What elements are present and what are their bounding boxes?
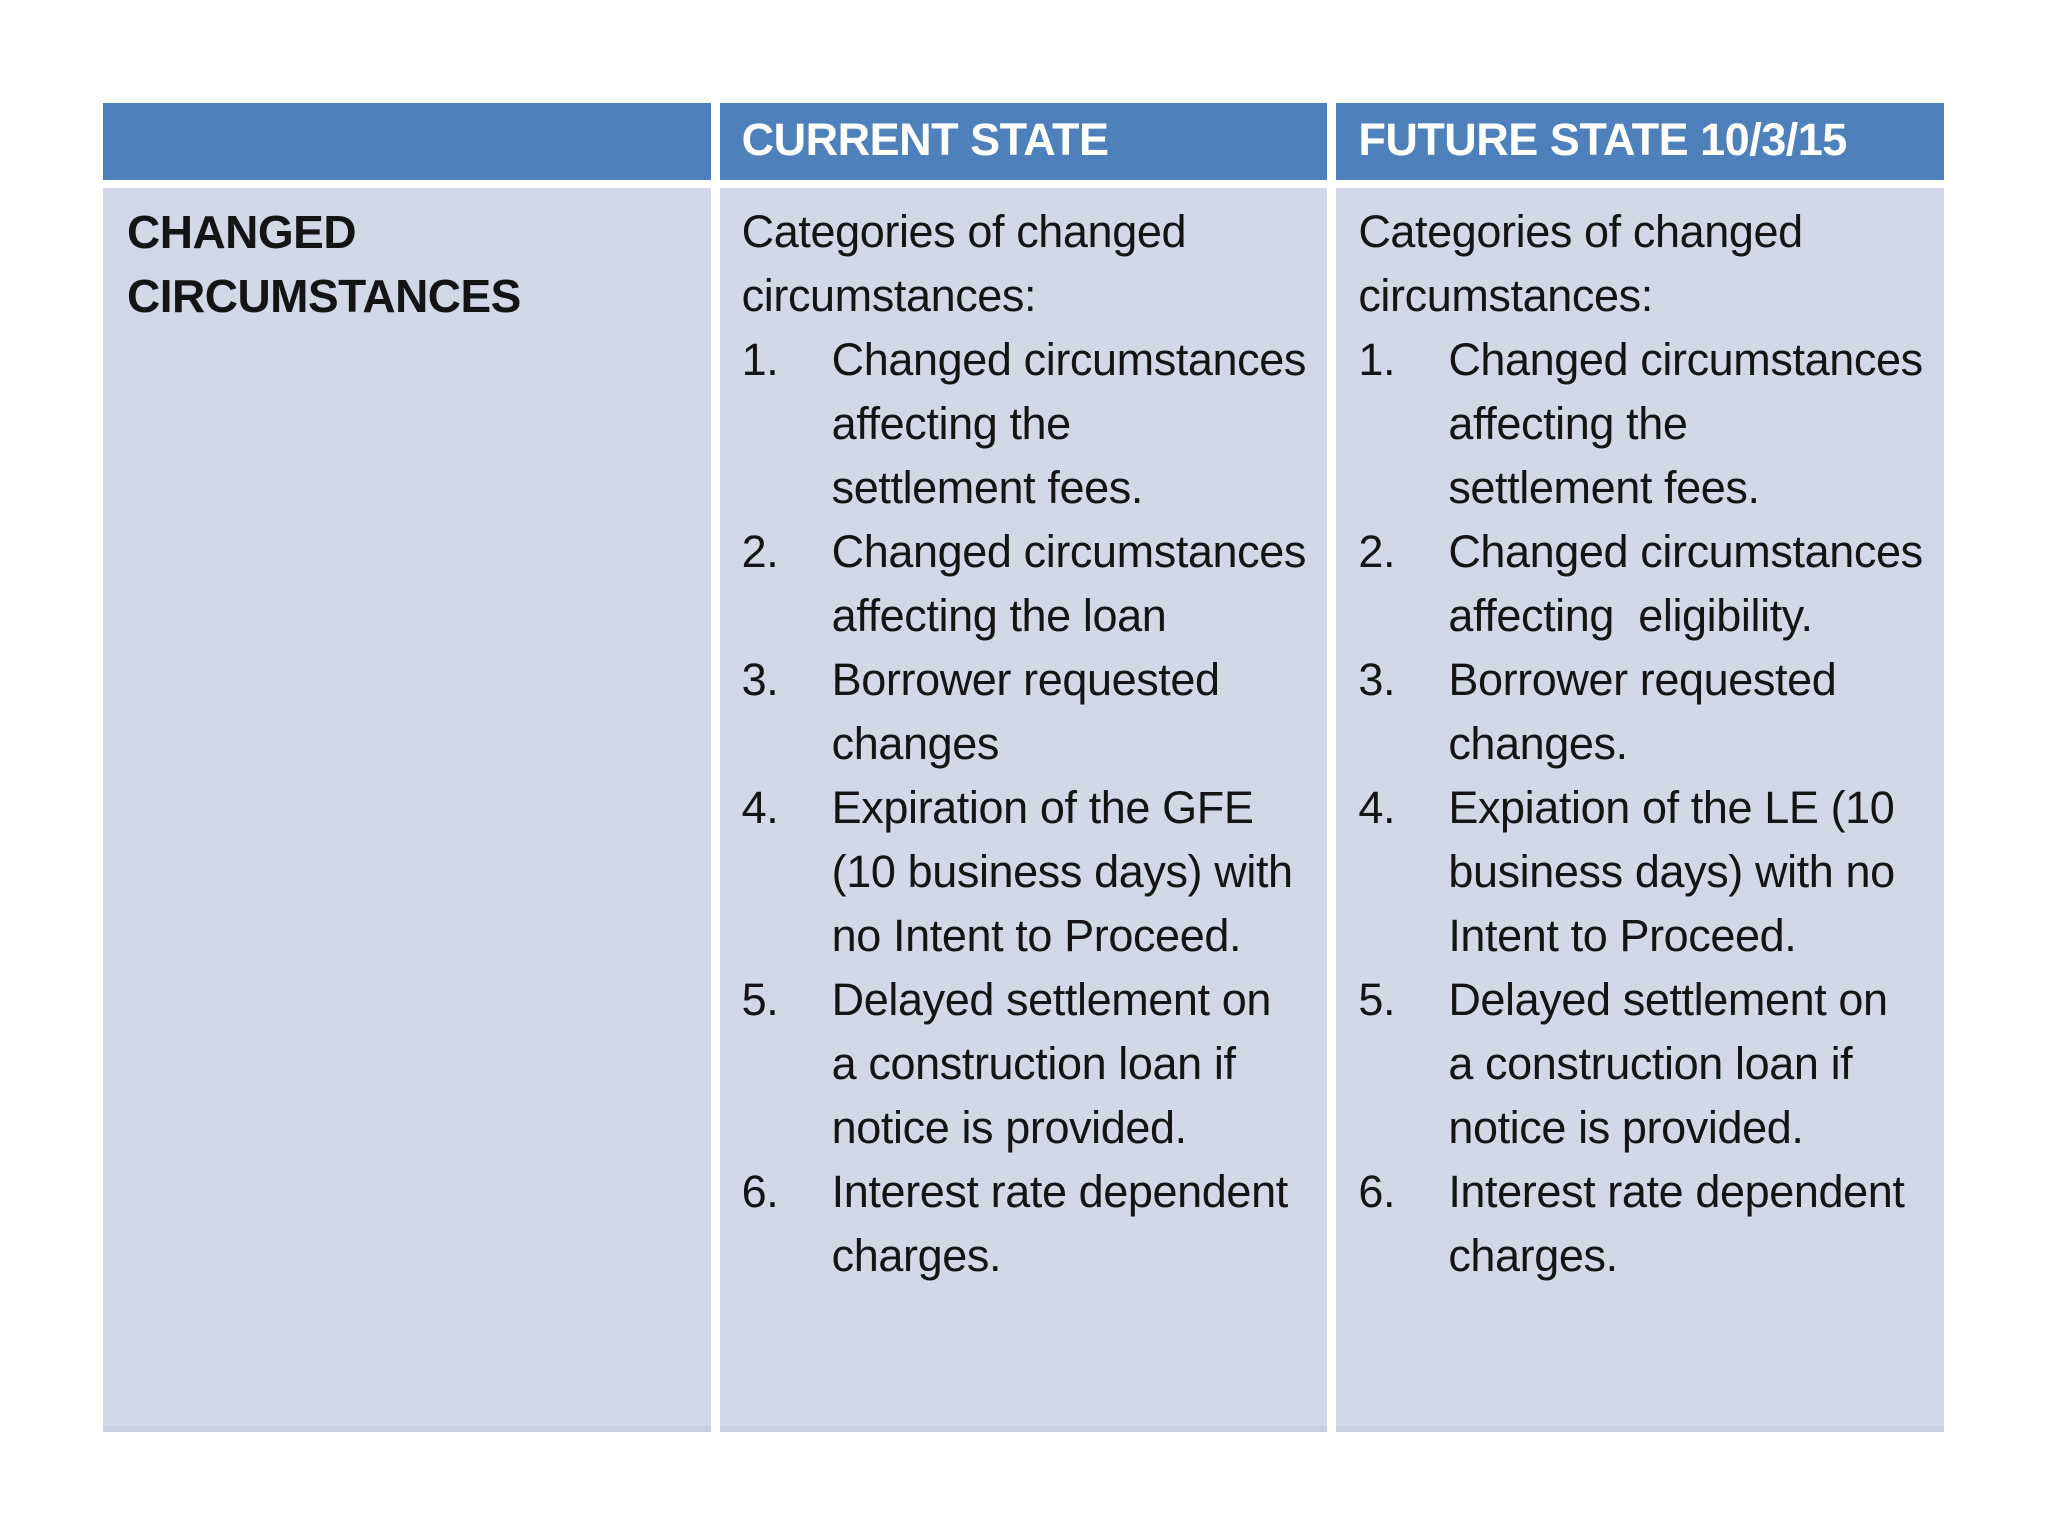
list-item: 6. Interest rate dependent charges. <box>1358 1160 1938 1288</box>
list-item: 2. Changed circumstances affecting eligibi… <box>1358 520 1938 648</box>
list-item: 5. Delayed settlement on a construction lo… <box>1358 968 1938 1160</box>
text-line: no Intent to Proceed. <box>831 910 1242 961</box>
text-line: notice is provided. <box>831 1102 1188 1153</box>
text-line: Interest rate dependent <box>1448 1166 1905 1217</box>
comparison-table: CURRENT STATE FUTURE STATE 10/3/15 CHANG… <box>103 103 1944 1432</box>
text-line: CIRCUMSTANCES <box>127 270 521 322</box>
text-line: Changed circumstances <box>831 334 1307 385</box>
list-item: 2. Changed circumstances affecting the loa… <box>742 520 1322 648</box>
list-item-text: Interest rate dependent charges. <box>1448 1160 1938 1288</box>
row-header-changed-circumstances: CHANGED CIRCUMSTANCES <box>103 188 711 1432</box>
list-item-text: Changed circumstances affecting the settle… <box>832 328 1322 520</box>
list-item-text: Changed circumstances affecting the loan <box>832 520 1322 648</box>
text-line: settlement fees. <box>1448 462 1760 513</box>
text-line: affecting the <box>1448 398 1688 449</box>
text-line: Changed circumstances <box>831 526 1307 577</box>
list-item-text: Expiration of the GFE (10 business days) … <box>832 776 1322 968</box>
list-item-text: Changed circumstances affecting eligibili… <box>1448 520 1938 648</box>
text-line: Borrower requested <box>1448 654 1837 705</box>
header-cell-current-state: CURRENT STATE <box>719 103 1328 180</box>
text-line: Interest rate dependent <box>831 1166 1289 1217</box>
list-item: 3. Borrower requested changes. <box>1358 648 1938 776</box>
list-item-text: Borrower requested changes. <box>1448 648 1938 776</box>
header-cell-future-state: FUTURE STATE 10/3/15 <box>1336 103 1944 180</box>
list-item-number: 2. <box>741 526 779 577</box>
list-item-number: 3. <box>1358 654 1396 705</box>
list-item: 6. Interest rate dependent charges. <box>742 1160 1322 1288</box>
text-line: Expiation of the LE (10 <box>1448 782 1895 833</box>
text-line: charges. <box>831 1230 1002 1281</box>
text-line: affecting the loan <box>831 590 1167 641</box>
list-item-number: 6. <box>741 1166 779 1217</box>
list-item-number: 1. <box>741 334 779 385</box>
text-line: circumstances: <box>741 270 1037 321</box>
list-item-text: Borrower requested changes <box>832 648 1322 776</box>
text-line: business days) with no <box>1448 846 1895 897</box>
text-line: Categories of changed <box>741 206 1187 257</box>
header-current-state-label: CURRENT STATE <box>741 113 1109 165</box>
list-item-number: 1. <box>1358 334 1396 385</box>
text-line: Intent to Proceed. <box>1448 910 1797 961</box>
text-line: affecting eligibility. <box>1448 590 1813 641</box>
text-line: notice is provided. <box>1448 1102 1804 1153</box>
list-item-number: 5. <box>1358 974 1396 1025</box>
list-item-text: Interest rate dependent charges. <box>832 1160 1322 1288</box>
text-line: a construction loan if <box>831 1038 1236 1089</box>
text-line: (10 business days) with <box>831 846 1293 897</box>
list-item-number: 6. <box>1358 1166 1396 1217</box>
list-item-text: Delayed settlement on a construction loan… <box>832 968 1322 1160</box>
list-item-text: Delayed settlement on a construction loan… <box>1448 968 1938 1160</box>
future-state-cell: Categories of changed circumstances: 1. Cha… <box>1336 188 1944 1432</box>
text-line: Delayed settlement on <box>1448 974 1888 1025</box>
header-future-state-label: FUTURE STATE 10/3/15 <box>1358 113 1847 165</box>
text-line: Delayed settlement on <box>831 974 1272 1025</box>
list-item: 1. Changed circumstances affecting the sett… <box>1358 328 1938 520</box>
text-line: changes. <box>1448 718 1628 769</box>
text-line: charges. <box>1448 1230 1618 1281</box>
list-item-text: Changed circumstances affecting the settle… <box>1448 328 1938 520</box>
text-line: settlement fees. <box>831 462 1144 513</box>
current-state-cell: Categories of changed circumstances: 1. Cha… <box>719 188 1328 1432</box>
list-item: 3. Borrower requested changes <box>742 648 1322 776</box>
list-item-number: 5. <box>741 974 779 1025</box>
list-item: 5. Delayed settlement on a construction lo… <box>742 968 1322 1160</box>
text-line: Changed circumstances <box>1448 526 1923 577</box>
text-line: Categories of changed <box>1358 206 1803 257</box>
list-item-text: Expiation of the LE (10 business days) wi… <box>1448 776 1938 968</box>
text-line: Changed circumstances <box>1448 334 1923 385</box>
list-item: 4. Expiration of the GFE (10 business days… <box>742 776 1322 968</box>
header-cell-blank <box>103 103 711 180</box>
list-item-number: 3. <box>741 654 779 705</box>
list-item: 4. Expiation of the LE (10 business days) … <box>1358 776 1938 968</box>
list-item-number: 2. <box>1358 526 1396 577</box>
text-line: Borrower requested <box>831 654 1220 705</box>
list-item: 1. Changed circumstances affecting the sett… <box>742 328 1322 520</box>
text-line: circumstances: <box>1358 270 1653 321</box>
list-item-number: 4. <box>741 782 779 833</box>
text-line: Expiration of the GFE <box>831 782 1254 833</box>
list-item-number: 4. <box>1358 782 1396 833</box>
text-line: affecting the <box>831 398 1072 449</box>
text-line: changes <box>831 718 1000 769</box>
text-line: a construction loan if <box>1448 1038 1853 1089</box>
text-line: CHANGED <box>127 206 357 258</box>
